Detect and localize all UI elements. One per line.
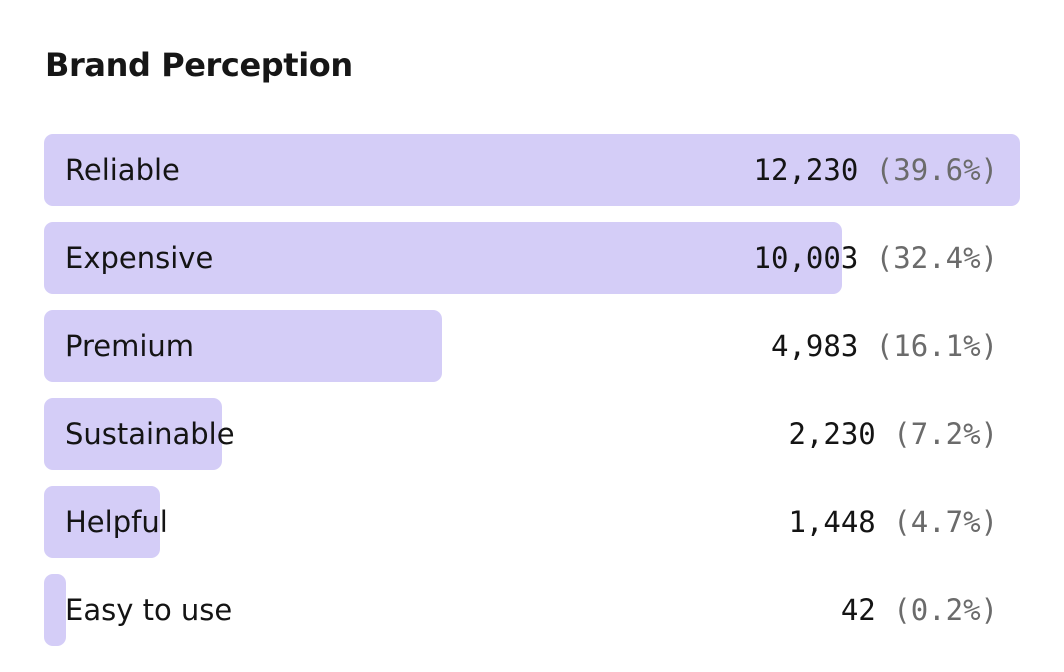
bar-percent: (32.4%): [875, 241, 998, 275]
bar-percent: (4.7%): [893, 505, 998, 539]
bar-label: Easy to use: [65, 593, 233, 627]
bar: [44, 222, 843, 294]
bar-row: Sustainable 2,230 (7.2%): [44, 398, 1020, 470]
bar-label: Sustainable: [65, 417, 235, 451]
bar-value-group: 42 (0.2%): [841, 574, 998, 646]
chart-title: Brand Perception: [45, 46, 353, 84]
bar-percent: (39.6%): [875, 153, 998, 187]
bar-label: Helpful: [65, 505, 168, 539]
bar-value-group: 10,003 (32.4%): [754, 222, 998, 294]
bar-row: Reliable 12,230 (39.6%): [44, 134, 1020, 206]
bar-value-group: 1,448 (4.7%): [788, 486, 998, 558]
bar-value: 2,230: [788, 417, 876, 451]
bar-label: Reliable: [65, 153, 180, 187]
bar-row: Helpful 1,448 (4.7%): [44, 486, 1020, 558]
bar-value: 4,983: [771, 329, 859, 363]
bar-label: Premium: [65, 329, 195, 363]
bar-percent: (7.2%): [893, 417, 998, 451]
bar-value-group: 4,983 (16.1%): [771, 310, 998, 382]
bar-value: 12,230: [753, 153, 859, 187]
bar-percent: (16.1%): [875, 329, 998, 363]
bar-row: Easy to use 42 (0.2%): [44, 574, 1020, 646]
bar-value-group: 12,230 (39.6%): [754, 134, 998, 206]
bar-row: Premium 4,983 (16.1%): [44, 310, 1020, 382]
bar: [44, 574, 66, 646]
bar-value: 1,448: [788, 505, 876, 539]
bar-value: 42: [840, 593, 876, 627]
bar-label: Expensive: [65, 241, 214, 275]
bar: [44, 310, 442, 382]
bar-percent: (0.2%): [893, 593, 998, 627]
bar-value: 10,003: [753, 241, 859, 275]
bar-value-group: 2,230 (7.2%): [788, 398, 998, 470]
bar: [44, 398, 222, 470]
bar-list: Reliable 12,230 (39.6%) Expensive 10,003 (3…: [44, 134, 1020, 662]
bar: [44, 134, 1020, 206]
bar: [44, 486, 160, 558]
bar-row: Expensive 10,003 (32.4%): [44, 222, 1020, 294]
